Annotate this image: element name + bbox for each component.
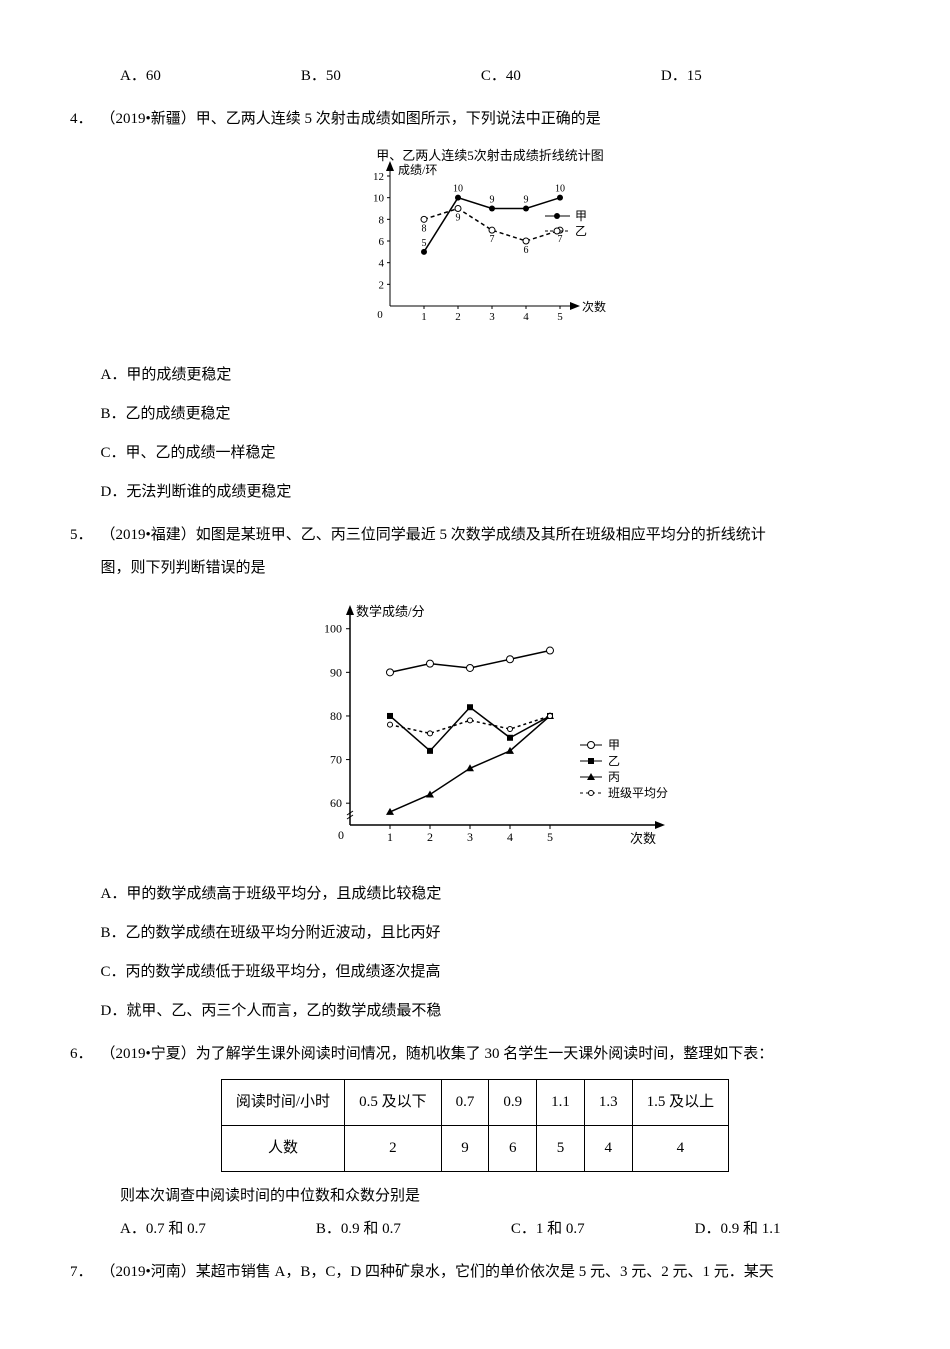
q6-th-2: 0.7 <box>441 1080 489 1126</box>
q6-opt-b: B．0.9 和 0.7 <box>316 1213 401 1246</box>
q5: 5． （2019•福建）如图是某班甲、乙、丙三位同学最近 5 次数学成绩及其所在… <box>70 519 880 1028</box>
svg-text:丙: 丙 <box>608 770 620 784</box>
svg-text:甲: 甲 <box>608 738 620 752</box>
svg-text:10: 10 <box>555 184 565 195</box>
svg-text:90: 90 <box>330 665 342 679</box>
svg-text:10: 10 <box>453 184 463 195</box>
q5-opt-b: B．乙的数学成绩在班级平均分附近波动，且比丙好 <box>101 917 880 950</box>
q6-th-5: 1.3 <box>584 1080 632 1126</box>
svg-text:5: 5 <box>547 830 553 844</box>
q3-opt-b: B．50 <box>301 60 341 93</box>
svg-text:5: 5 <box>422 238 427 249</box>
svg-text:9: 9 <box>524 195 529 206</box>
svg-text:2: 2 <box>456 311 462 323</box>
svg-text:4: 4 <box>507 830 513 844</box>
svg-text:甲: 甲 <box>575 209 587 223</box>
svg-text:乙: 乙 <box>575 224 587 238</box>
svg-text:8: 8 <box>422 223 427 234</box>
q6-th-4: 1.1 <box>537 1080 585 1126</box>
q5-opt-c: C．丙的数学成绩低于班级平均分，但成绩逐次提高 <box>101 956 880 989</box>
svg-text:2: 2 <box>427 830 433 844</box>
q6-table-header-row: 阅读时间/小时 0.5 及以下 0.7 0.9 1.1 1.3 1.5 及以上 <box>221 1080 728 1126</box>
q3-opt-c: C．40 <box>481 60 521 93</box>
q7-number: 7． <box>70 1256 101 1289</box>
q6-number: 6． <box>70 1038 101 1071</box>
q6-text: （2019•宁夏）为了解学生课外阅读时间情况，随机收集了 30 名学生一天课外阅… <box>101 1038 880 1071</box>
q4-number: 4． <box>70 103 101 509</box>
svg-text:100: 100 <box>324 622 342 636</box>
svg-text:4: 4 <box>524 311 530 323</box>
svg-text:10: 10 <box>373 193 385 205</box>
svg-text:1: 1 <box>387 830 393 844</box>
svg-text:数学成绩/分: 数学成绩/分 <box>356 604 425 619</box>
q4-opt-b: B．乙的成绩更稳定 <box>101 398 880 431</box>
q4-chart: 甲、乙两人连续5次射击成绩折线统计图成绩/环次数0246810121234551… <box>101 146 880 349</box>
q6-opt-d: D．0.9 和 1.1 <box>695 1213 781 1246</box>
svg-text:6: 6 <box>524 245 529 256</box>
q6-table: 阅读时间/小时 0.5 及以下 0.7 0.9 1.1 1.3 1.5 及以上 … <box>221 1079 729 1172</box>
q3-options-row: A．60 B．50 C．40 D．15 <box>70 60 880 93</box>
q6-td-5: 4 <box>632 1126 729 1172</box>
q5-text2: 图，则下列判断错误的是 <box>101 552 880 585</box>
q6: 6． （2019•宁夏）为了解学生课外阅读时间情况，随机收集了 30 名学生一天… <box>70 1038 880 1071</box>
q6-opt-a: A．0.7 和 0.7 <box>120 1213 206 1246</box>
q5-number: 5． <box>70 519 101 1028</box>
svg-text:5: 5 <box>558 311 564 323</box>
q6-th-3: 0.9 <box>489 1080 537 1126</box>
svg-text:班级平均分: 班级平均分 <box>608 786 668 800</box>
svg-text:甲、乙两人连续5次射击成绩折线统计图: 甲、乙两人连续5次射击成绩折线统计图 <box>376 148 604 163</box>
q6-options-row: A．0.7 和 0.7 B．0.9 和 0.7 C．1 和 0.7 D．0.9 … <box>70 1213 880 1246</box>
q6-opt-c: C．1 和 0.7 <box>511 1213 585 1246</box>
q6-td-3: 5 <box>537 1126 585 1172</box>
svg-text:7: 7 <box>558 234 563 245</box>
svg-text:3: 3 <box>490 311 496 323</box>
svg-text:次数: 次数 <box>630 831 656 846</box>
q4-text: （2019•新疆）甲、乙两人连续 5 次射击成绩如图所示，下列说法中正确的是 <box>101 103 880 136</box>
svg-text:70: 70 <box>330 753 342 767</box>
q6-th-6: 1.5 及以上 <box>632 1080 729 1126</box>
q6-text2: 则本次调查中阅读时间的中位数和众数分别是 <box>70 1180 880 1213</box>
svg-text:7: 7 <box>490 234 495 245</box>
q5-opt-a: A．甲的数学成绩高于班级平均分，且成绩比较稳定 <box>101 878 880 911</box>
svg-text:0: 0 <box>338 828 344 842</box>
svg-text:4: 4 <box>379 258 385 270</box>
q6-td-2: 6 <box>489 1126 537 1172</box>
q5-opt-d: D．就甲、乙、丙三个人而言，乙的数学成绩最不稳 <box>101 995 880 1028</box>
q6-table-data-row: 人数 2 9 6 5 4 4 <box>221 1126 728 1172</box>
q6-td-4: 4 <box>584 1126 632 1172</box>
svg-text:乙: 乙 <box>608 754 620 768</box>
q4-opt-c: C．甲、乙的成绩一样稳定 <box>101 437 880 470</box>
q6-td-0: 2 <box>345 1126 442 1172</box>
svg-text:8: 8 <box>379 214 385 226</box>
q7-text: （2019•河南）某超市销售 A，B，C，D 四种矿泉水，它们的单价依次是 5 … <box>101 1256 880 1289</box>
svg-text:0: 0 <box>378 309 384 321</box>
q4: 4． （2019•新疆）甲、乙两人连续 5 次射击成绩如图所示，下列说法中正确的… <box>70 103 880 509</box>
svg-text:80: 80 <box>330 709 342 723</box>
q6-th-1: 0.5 及以下 <box>345 1080 442 1126</box>
svg-text:6: 6 <box>379 236 385 248</box>
q5-chart: 数学成绩/分次数 0 60 70 80 90 100 1 2 3 4 5 甲乙丙班级平均分 <box>101 595 880 868</box>
q3-opt-a: A．60 <box>120 60 161 93</box>
q6-th-0: 阅读时间/小时 <box>221 1080 344 1126</box>
q6-td-1: 9 <box>441 1126 489 1172</box>
q4-opt-d: D．无法判断谁的成绩更稳定 <box>101 476 880 509</box>
svg-text:次数: 次数 <box>582 299 606 314</box>
q6-row-label: 人数 <box>221 1126 344 1172</box>
q3-opt-d: D．15 <box>661 60 702 93</box>
svg-text:3: 3 <box>467 830 473 844</box>
svg-text:60: 60 <box>330 796 342 810</box>
q7: 7． （2019•河南）某超市销售 A，B，C，D 四种矿泉水，它们的单价依次是… <box>70 1256 880 1289</box>
q4-opt-a: A．甲的成绩更稳定 <box>101 359 880 392</box>
svg-text:2: 2 <box>379 279 385 291</box>
svg-text:成绩/环: 成绩/环 <box>398 163 437 177</box>
svg-text:1: 1 <box>422 311 428 323</box>
svg-text:9: 9 <box>490 195 495 206</box>
q5-text1: （2019•福建）如图是某班甲、乙、丙三位同学最近 5 次数学成绩及其所在班级相… <box>101 519 880 552</box>
svg-text:12: 12 <box>373 171 384 183</box>
svg-text:9: 9 <box>456 213 461 224</box>
